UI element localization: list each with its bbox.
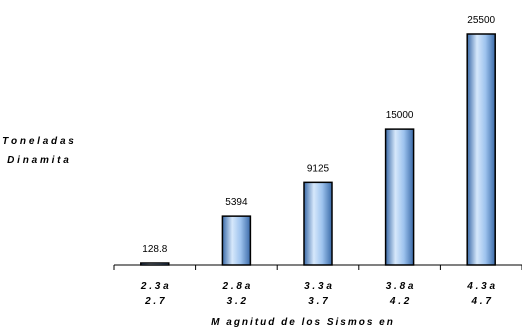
bar <box>303 181 333 266</box>
category-label-line2: 2 . 7 <box>144 296 165 307</box>
data-label: 15000 <box>386 110 414 121</box>
category-label-line2: 4 . 2 <box>389 296 410 307</box>
category-label-line1: 4 . 3 a <box>466 281 495 292</box>
category-label-line1: 3 . 3 a <box>304 281 332 292</box>
y-axis-label-line2: D i n a m i t a <box>7 155 69 166</box>
category-label-line1: 2 . 3 a <box>140 281 169 292</box>
plot-area: 128.8 2 . 3 a 2 . 7 5394 2 . 8 a 3 . 2 9125 3 .… <box>113 15 522 307</box>
bar <box>140 262 170 266</box>
bar <box>384 128 415 266</box>
category-label-line1: 3 . 8 a <box>386 281 414 292</box>
data-label: 5394 <box>225 197 248 208</box>
bar <box>221 215 252 266</box>
category-label-line2: 3 . 2 <box>227 296 247 307</box>
data-label: 25500 <box>467 15 495 26</box>
y-axis-label-line1: T o n e l a d a s <box>2 136 74 147</box>
data-label: 9125 <box>307 163 330 174</box>
x-axis-label: M agnitud de los Sismos en <box>211 317 395 328</box>
data-label: 128.8 <box>142 244 167 255</box>
bar <box>466 33 496 266</box>
category-label-line2: 4 . 7 <box>470 296 491 307</box>
category-label-line2: 3 . 7 <box>308 296 328 307</box>
category-label-line1: 2 . 8 a <box>221 281 250 292</box>
